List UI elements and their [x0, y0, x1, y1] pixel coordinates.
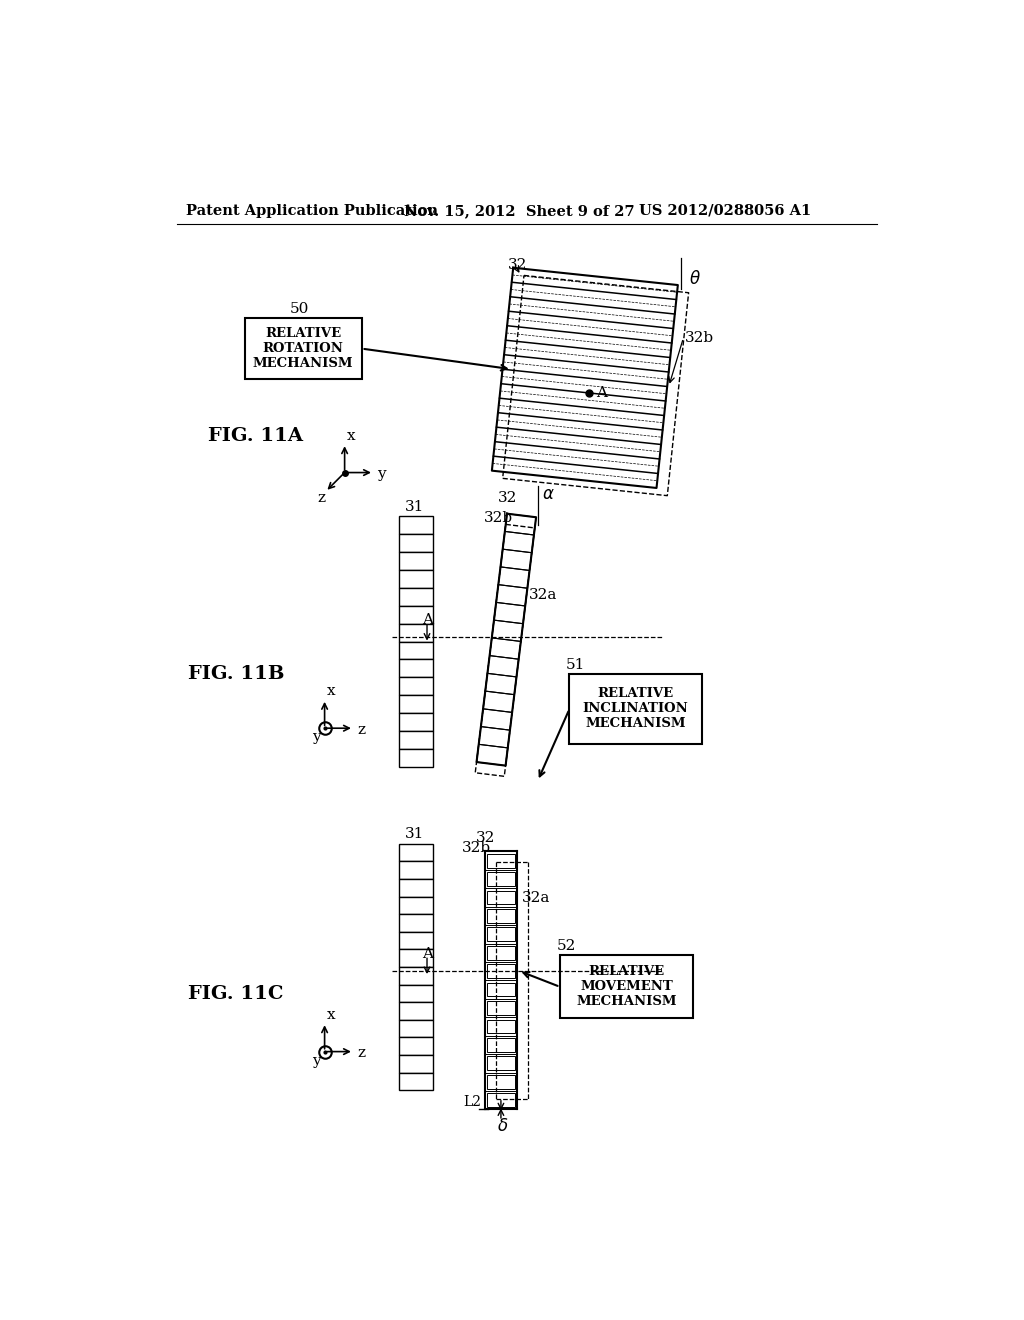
Bar — [487, 854, 515, 867]
Text: 32a: 32a — [528, 589, 557, 602]
Text: 52: 52 — [556, 939, 575, 953]
Text: RELATIVE
MOVEMENT
MECHANISM: RELATIVE MOVEMENT MECHANISM — [577, 965, 677, 1008]
Text: A: A — [422, 614, 432, 627]
Text: x: x — [347, 429, 355, 442]
Text: z: z — [357, 1047, 365, 1060]
Text: RELATIVE
INCLINATION
MECHANISM: RELATIVE INCLINATION MECHANISM — [583, 688, 688, 730]
Text: y: y — [312, 730, 321, 744]
Bar — [398, 949, 433, 966]
Bar — [487, 891, 515, 904]
Text: 51: 51 — [565, 659, 585, 672]
Bar — [398, 896, 433, 915]
Bar — [398, 1038, 433, 1055]
Bar — [398, 1002, 433, 1020]
Bar — [487, 1093, 515, 1107]
Bar — [398, 915, 433, 932]
Text: $\delta$: $\delta$ — [497, 1117, 509, 1135]
Text: 31: 31 — [404, 828, 424, 841]
Bar — [398, 713, 433, 731]
Bar — [487, 982, 515, 997]
Bar — [398, 748, 433, 767]
Bar — [398, 843, 433, 862]
Bar — [398, 862, 433, 879]
Bar — [487, 964, 515, 978]
Bar — [398, 606, 433, 624]
Text: RELATIVE
ROTATION
MECHANISM: RELATIVE ROTATION MECHANISM — [253, 327, 353, 370]
Text: 32b: 32b — [685, 331, 714, 345]
Text: z: z — [357, 723, 365, 737]
Bar — [487, 873, 515, 886]
Bar — [398, 552, 433, 570]
Bar — [487, 1074, 515, 1089]
Text: 32a: 32a — [521, 891, 550, 904]
Text: $\theta$: $\theta$ — [688, 269, 700, 288]
Bar — [398, 696, 433, 713]
Text: 32b: 32b — [484, 511, 513, 524]
Bar — [560, 956, 692, 1019]
Bar — [398, 660, 433, 677]
Text: FIG. 11A: FIG. 11A — [208, 426, 302, 445]
Text: A: A — [422, 946, 432, 961]
Text: $\alpha$: $\alpha$ — [543, 486, 555, 503]
Text: y: y — [312, 1053, 321, 1068]
Bar — [487, 946, 515, 960]
Text: FIG. 11B: FIG. 11B — [187, 665, 284, 684]
Bar — [398, 932, 433, 949]
Bar — [487, 928, 515, 941]
Bar — [245, 318, 361, 379]
Bar — [569, 675, 701, 743]
Text: Nov. 15, 2012  Sheet 9 of 27: Nov. 15, 2012 Sheet 9 of 27 — [403, 203, 635, 218]
Bar — [398, 968, 433, 985]
Text: Patent Application Publication: Patent Application Publication — [186, 203, 438, 218]
Text: 32: 32 — [498, 491, 517, 506]
Bar — [398, 516, 433, 535]
Bar — [487, 909, 515, 923]
Bar — [398, 879, 433, 896]
Bar — [398, 624, 433, 642]
Text: z: z — [316, 491, 325, 506]
Bar — [398, 570, 433, 587]
Text: x: x — [327, 684, 336, 698]
Bar — [398, 535, 433, 552]
Bar — [487, 1038, 515, 1052]
Bar — [398, 985, 433, 1002]
Text: 50: 50 — [290, 301, 309, 315]
Text: A: A — [596, 387, 606, 400]
Text: US 2012/0288056 A1: US 2012/0288056 A1 — [639, 203, 811, 218]
Bar — [398, 1072, 433, 1090]
Text: 32: 32 — [508, 257, 527, 272]
Text: 32: 32 — [475, 830, 495, 845]
Bar — [487, 1001, 515, 1015]
Bar — [398, 1020, 433, 1038]
Text: 31: 31 — [404, 500, 424, 515]
Bar — [398, 1055, 433, 1072]
Bar — [398, 731, 433, 748]
Bar — [398, 587, 433, 606]
Bar — [487, 1019, 515, 1034]
Bar — [398, 642, 433, 660]
Text: x: x — [327, 1007, 336, 1022]
Text: 32b: 32b — [462, 841, 490, 854]
Text: L2: L2 — [463, 1094, 481, 1109]
Text: FIG. 11C: FIG. 11C — [187, 985, 283, 1003]
Bar — [487, 1056, 515, 1071]
Bar — [398, 677, 433, 696]
Text: y: y — [377, 467, 386, 480]
